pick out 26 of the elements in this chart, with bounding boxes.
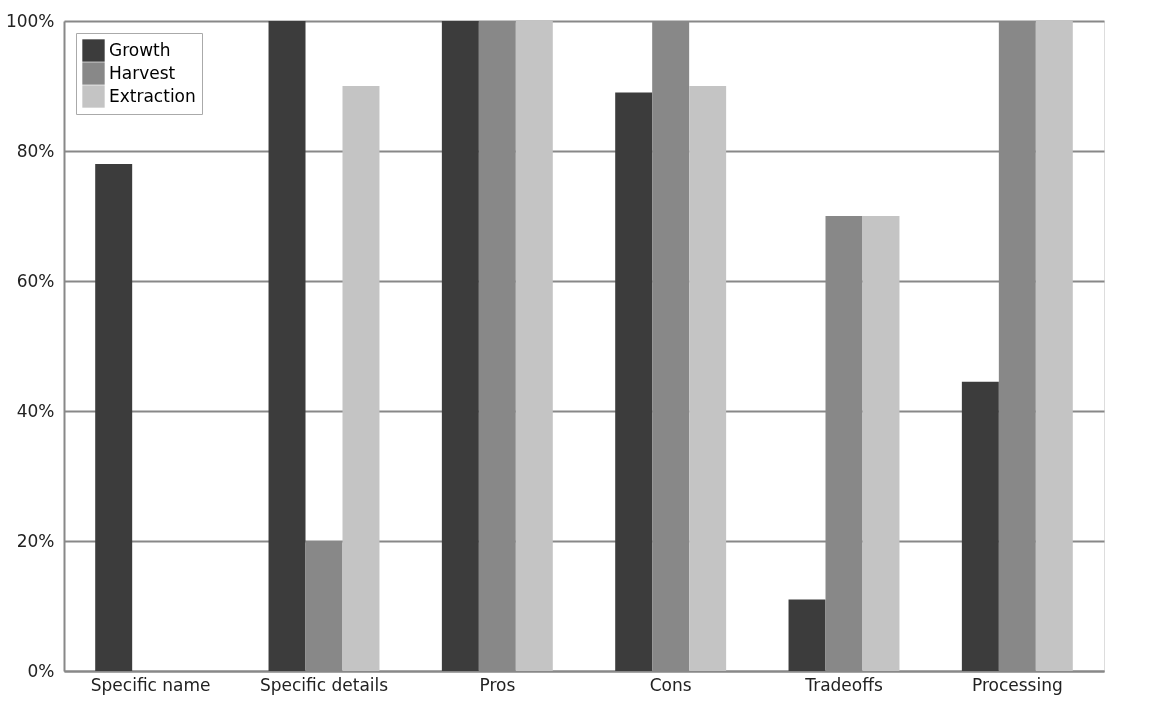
bar: [441, 21, 479, 671]
y-tick-label: 40%: [16, 400, 55, 421]
bar: [515, 21, 553, 671]
x-tick-label: Pros: [479, 674, 516, 695]
bar: [268, 21, 306, 671]
legend-label: Extraction: [109, 85, 196, 106]
y-tick-label: 0%: [27, 660, 55, 681]
x-tick-label: Specific name: [90, 674, 211, 695]
bar: [862, 216, 900, 671]
bar: [615, 92, 653, 671]
x-tick-label: Specific details: [259, 674, 389, 695]
x-tick-label: Tradeoffs: [804, 674, 883, 695]
x-tick-label: Cons: [649, 674, 692, 695]
y-tick-label: 20%: [16, 530, 55, 551]
bar: [95, 164, 133, 671]
bar: [788, 599, 826, 671]
legend-label: Growth: [109, 39, 171, 60]
legend-label: Harvest: [109, 62, 176, 83]
bar: [1035, 21, 1073, 671]
bar: [689, 86, 727, 671]
bar: [342, 86, 380, 671]
x-tick-label: Processing: [971, 674, 1063, 695]
y-tick-label: 100%: [5, 10, 55, 31]
bar: [961, 381, 999, 671]
y-tick-label: 60%: [16, 270, 55, 291]
y-tick-label: 80%: [16, 140, 55, 161]
